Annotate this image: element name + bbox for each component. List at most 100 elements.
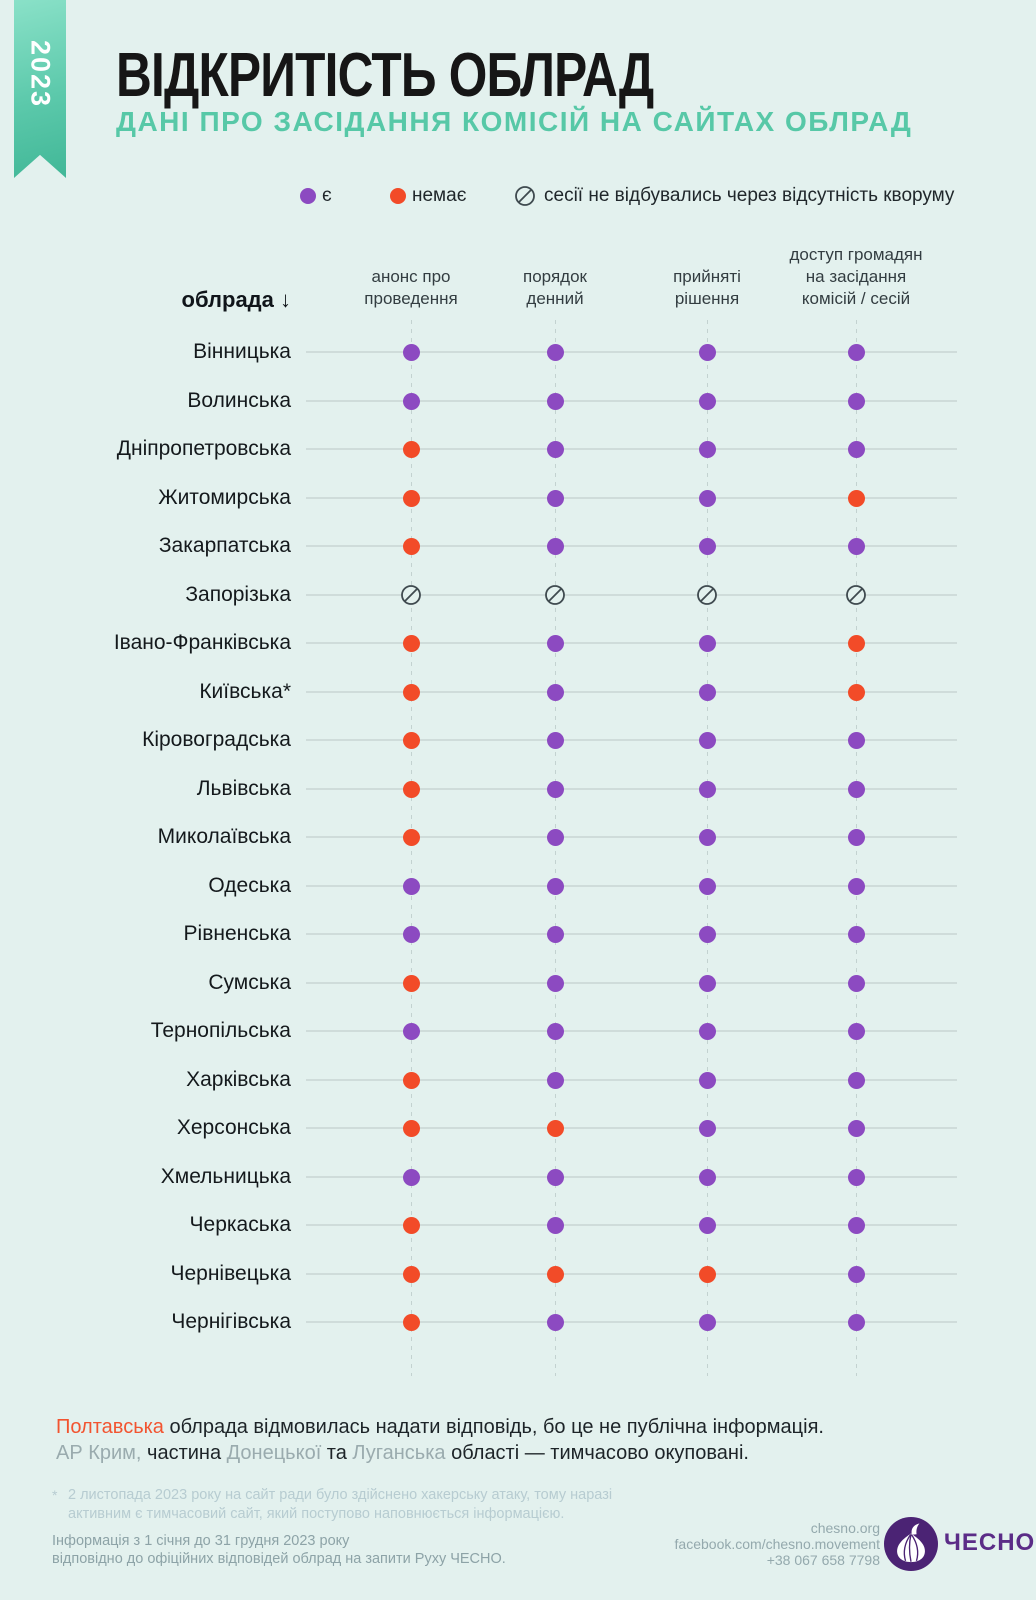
- region-label: Вінницька: [193, 340, 291, 363]
- region-label: Херсонська: [176, 1116, 291, 1139]
- legend-present-label: є: [322, 185, 332, 206]
- no-quorum-icon: [515, 186, 535, 206]
- present-dot-icon: [546, 1022, 564, 1040]
- present-dot-icon: [698, 828, 716, 846]
- row-line: [306, 1224, 957, 1226]
- present-dot-icon: [402, 1168, 420, 1186]
- row-line: [306, 836, 957, 838]
- present-dot-icon: [546, 974, 564, 992]
- absent-dot-icon: [402, 1313, 420, 1331]
- region-label: Черкаська: [189, 1213, 291, 1236]
- region-label: Кіровоградська: [142, 728, 291, 751]
- note-segment: Донецької: [226, 1442, 322, 1464]
- note-occupied: АР Крим, частина Донецької та Луганська …: [56, 1440, 749, 1466]
- row-line: [306, 933, 957, 935]
- present-dot-icon: [402, 1022, 420, 1040]
- note-segment: облрада відмовилась надати відповідь, бо…: [163, 1416, 824, 1438]
- row-header-oblrada: облрада ↓: [181, 287, 291, 312]
- present-dot-icon: [402, 925, 420, 943]
- present-dot-icon: [847, 1071, 865, 1089]
- row-line: [306, 1321, 957, 1323]
- present-dot-icon: [546, 683, 564, 701]
- region-label: Волинська: [187, 389, 291, 412]
- column-header: прийняті рішення: [673, 267, 741, 308]
- absent-dot-icon: [402, 974, 420, 992]
- absent-dot-icon: [402, 440, 420, 458]
- row-line: [306, 739, 957, 741]
- region-label: Київська*: [199, 680, 291, 703]
- absent-dot-icon: [402, 731, 420, 749]
- present-dot-icon: [698, 343, 716, 361]
- present-dot-icon: [698, 440, 716, 458]
- footer-line: відповідно до офіційних відповідей облра…: [52, 1551, 506, 1567]
- row-line: [306, 1273, 957, 1275]
- present-dot-icon: [546, 1168, 564, 1186]
- absent-dot-icon: [402, 1071, 420, 1089]
- present-dot-icon: [847, 392, 865, 410]
- present-dot-icon: [300, 188, 316, 204]
- present-dot-icon: [847, 780, 865, 798]
- note-segment: частина: [141, 1442, 227, 1464]
- page-title: ВІДКРИТІСТЬ ОБЛРАД: [116, 41, 654, 110]
- present-dot-icon: [847, 731, 865, 749]
- present-dot-icon: [698, 489, 716, 507]
- absent-dot-icon: [402, 828, 420, 846]
- absent-dot-icon: [402, 1265, 420, 1283]
- row-line: [306, 448, 957, 450]
- absent-dot-icon: [402, 780, 420, 798]
- garlic-logo-icon: [884, 1517, 938, 1571]
- present-dot-icon: [546, 925, 564, 943]
- note-poltavska: Полтавська облрада відмовилась надати ві…: [56, 1414, 824, 1440]
- row-line: [306, 691, 957, 693]
- present-dot-icon: [698, 1022, 716, 1040]
- present-dot-icon: [698, 1313, 716, 1331]
- footer-line: +38 067 658 7798: [766, 1552, 880, 1568]
- year-ribbon: 2023: [14, 0, 66, 178]
- absent-dot-icon: [390, 188, 406, 204]
- footer-line: chesno.org: [810, 1520, 880, 1536]
- region-label: Чернігівська: [171, 1310, 291, 1333]
- absent-dot-icon: [847, 489, 865, 507]
- present-dot-icon: [847, 877, 865, 895]
- absent-dot-icon: [546, 1265, 564, 1283]
- present-dot-icon: [698, 683, 716, 701]
- absent-dot-icon: [402, 537, 420, 555]
- no-quorum-icon: [846, 585, 866, 605]
- present-dot-icon: [546, 1313, 564, 1331]
- absent-dot-icon: [847, 683, 865, 701]
- present-dot-icon: [847, 440, 865, 458]
- footer-info: Інформація з 1 січня до 31 грудня 2023 р…: [52, 1532, 506, 1568]
- present-dot-icon: [546, 877, 564, 895]
- present-dot-icon: [698, 1216, 716, 1234]
- row-line: [306, 885, 957, 887]
- absent-dot-icon: [698, 1265, 716, 1283]
- absent-dot-icon: [546, 1119, 564, 1137]
- footer-line: Інформація з 1 січня до 31 грудня 2023 р…: [52, 1533, 350, 1549]
- note-segment: Полтавська: [56, 1416, 164, 1438]
- legend-absent-label: немає: [412, 185, 467, 206]
- present-dot-icon: [698, 877, 716, 895]
- region-label: Львівська: [196, 777, 291, 800]
- absent-dot-icon: [402, 1119, 420, 1137]
- page-subtitle: ДАНІ ПРО ЗАСІДАННЯ КОМІСІЙ НА САЙТАХ ОБЛ…: [116, 106, 913, 137]
- present-dot-icon: [402, 343, 420, 361]
- region-label: Чернівецька: [170, 1262, 291, 1285]
- row-line: [306, 497, 957, 499]
- column-dashed-line: [706, 320, 708, 1376]
- footer-line: facebook.com/chesno.movement: [674, 1536, 880, 1552]
- row-line: [306, 1176, 957, 1178]
- region-label: Івано-Франківська: [113, 631, 291, 654]
- region-label: Тернопільська: [150, 1019, 291, 1042]
- row-line: [306, 400, 957, 402]
- present-dot-icon: [546, 731, 564, 749]
- present-dot-icon: [546, 1071, 564, 1089]
- present-dot-icon: [546, 780, 564, 798]
- present-dot-icon: [847, 1313, 865, 1331]
- present-dot-icon: [847, 1022, 865, 1040]
- present-dot-icon: [847, 1168, 865, 1186]
- row-line: [306, 545, 957, 547]
- present-dot-icon: [847, 925, 865, 943]
- present-dot-icon: [847, 1216, 865, 1234]
- region-label: Хмельницька: [160, 1165, 291, 1188]
